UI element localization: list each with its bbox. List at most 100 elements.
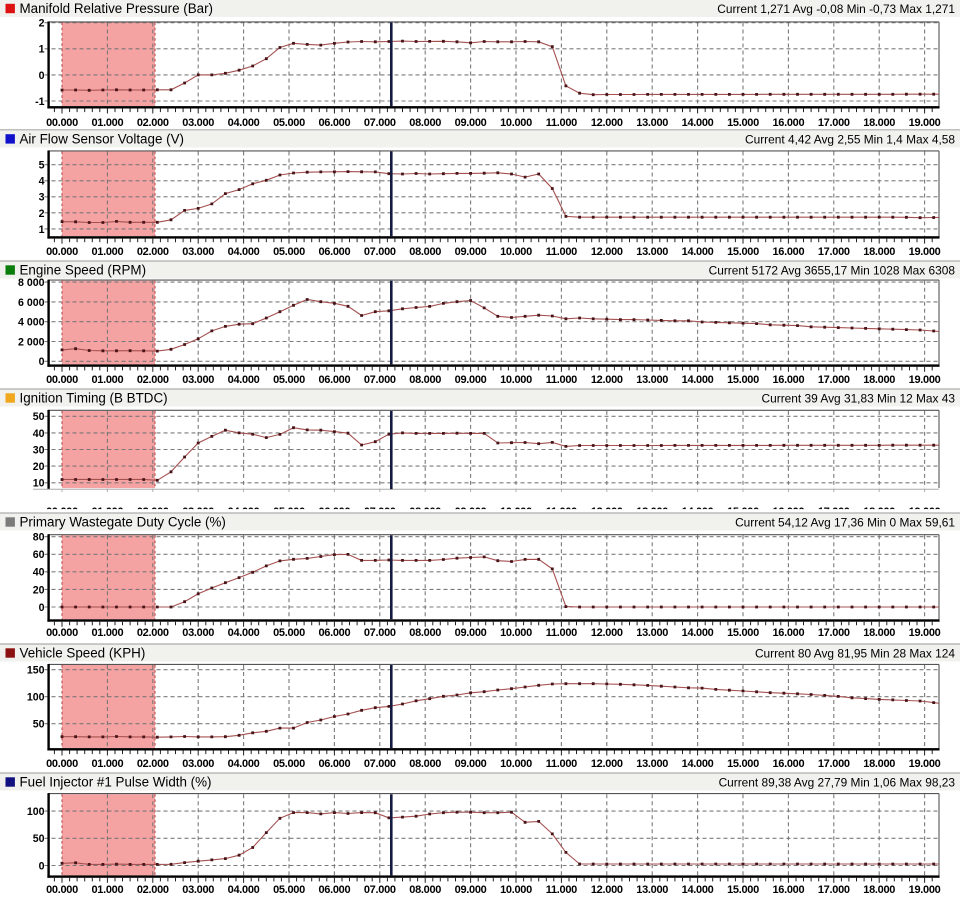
svg-text:03.000: 03.000 <box>182 758 214 770</box>
svg-text:Current 39 Avg 31,83 Min 12 Ma: Current 39 Avg 31,83 Min 12 Max 43 <box>762 392 956 406</box>
svg-text:17.000: 17.000 <box>818 506 850 518</box>
svg-text:10.000: 10.000 <box>500 246 532 258</box>
svg-text:06.000: 06.000 <box>318 374 350 386</box>
svg-text:05.000: 05.000 <box>273 758 305 770</box>
svg-text:08.000: 08.000 <box>409 374 441 386</box>
svg-text:Current 5172 Avg 3655,17 Min 1: Current 5172 Avg 3655,17 Min 1028 Max 63… <box>709 264 956 278</box>
svg-text:Fuel Injector #1 Pulse Width (: Fuel Injector #1 Pulse Width (%) <box>20 775 212 790</box>
svg-text:05.000: 05.000 <box>273 506 305 518</box>
svg-text:00.000: 00.000 <box>46 117 78 129</box>
svg-text:01.000: 01.000 <box>91 246 123 258</box>
svg-text:07.000: 07.000 <box>364 506 396 518</box>
svg-text:4 000: 4 000 <box>18 317 45 329</box>
svg-text:12.000: 12.000 <box>591 627 623 639</box>
svg-text:08.000: 08.000 <box>409 758 441 770</box>
svg-text:17.000: 17.000 <box>818 246 850 258</box>
svg-text:-1: -1 <box>35 96 45 108</box>
svg-text:13.000: 13.000 <box>636 884 668 896</box>
svg-text:12.000: 12.000 <box>591 506 623 518</box>
svg-text:00.000: 00.000 <box>46 246 78 258</box>
svg-text:18.000: 18.000 <box>863 374 895 386</box>
svg-text:13.000: 13.000 <box>636 627 668 639</box>
svg-text:19.000: 19.000 <box>909 246 941 258</box>
svg-text:11.000: 11.000 <box>546 884 577 896</box>
svg-text:Air Flow Sensor Voltage (V): Air Flow Sensor Voltage (V) <box>20 131 184 146</box>
svg-text:16.000: 16.000 <box>772 758 804 770</box>
svg-text:50: 50 <box>33 833 45 845</box>
svg-text:06.000: 06.000 <box>318 246 350 258</box>
svg-text:03.000: 03.000 <box>182 627 214 639</box>
svg-text:50: 50 <box>33 719 45 731</box>
svg-text:07.000: 07.000 <box>364 246 396 258</box>
svg-text:11.000: 11.000 <box>546 627 577 639</box>
svg-text:02.000: 02.000 <box>137 506 169 518</box>
svg-text:20: 20 <box>33 584 45 596</box>
svg-text:17.000: 17.000 <box>818 627 850 639</box>
svg-text:03.000: 03.000 <box>182 246 214 258</box>
svg-text:00.000: 00.000 <box>46 884 78 896</box>
svg-text:07.000: 07.000 <box>364 627 396 639</box>
svg-text:18.000: 18.000 <box>863 506 895 518</box>
svg-text:08.000: 08.000 <box>409 884 441 896</box>
svg-text:02.000: 02.000 <box>137 884 169 896</box>
svg-text:11.000: 11.000 <box>546 506 577 518</box>
svg-text:8 000: 8 000 <box>18 277 45 289</box>
svg-text:Current 1,271 Avg -0,08 Min -0: Current 1,271 Avg -0,08 Min -0,73 Max 1,… <box>717 2 955 16</box>
svg-text:15.000: 15.000 <box>727 117 759 129</box>
svg-text:5: 5 <box>39 160 45 172</box>
svg-text:09.000: 09.000 <box>455 627 487 639</box>
svg-text:11.000: 11.000 <box>546 246 577 258</box>
svg-text:01.000: 01.000 <box>91 117 123 129</box>
svg-text:0: 0 <box>39 860 45 872</box>
svg-text:12.000: 12.000 <box>591 374 623 386</box>
svg-text:00.000: 00.000 <box>46 758 78 770</box>
svg-text:14.000: 14.000 <box>682 506 714 518</box>
svg-text:04.000: 04.000 <box>228 627 260 639</box>
svg-text:Engine Speed (RPM): Engine Speed (RPM) <box>20 263 147 278</box>
svg-text:Primary Wastegate Duty Cycle (: Primary Wastegate Duty Cycle (%) <box>20 515 226 530</box>
svg-text:04.000: 04.000 <box>228 506 260 518</box>
svg-text:13.000: 13.000 <box>636 246 668 258</box>
svg-text:18.000: 18.000 <box>863 758 895 770</box>
svg-text:11.000: 11.000 <box>546 374 577 386</box>
svg-text:19.000: 19.000 <box>909 884 941 896</box>
svg-text:19.000: 19.000 <box>909 117 941 129</box>
svg-text:2: 2 <box>39 18 45 30</box>
svg-text:04.000: 04.000 <box>228 884 260 896</box>
svg-text:07.000: 07.000 <box>364 117 396 129</box>
svg-text:12.000: 12.000 <box>591 246 623 258</box>
svg-text:06.000: 06.000 <box>318 117 350 129</box>
svg-text:00.000: 00.000 <box>46 506 78 518</box>
svg-text:09.000: 09.000 <box>455 374 487 386</box>
svg-text:02.000: 02.000 <box>137 246 169 258</box>
svg-text:2: 2 <box>39 208 45 220</box>
svg-text:09.000: 09.000 <box>455 246 487 258</box>
svg-text:Manifold Relative Pressure (Ba: Manifold Relative Pressure (Bar) <box>20 1 214 16</box>
svg-text:01.000: 01.000 <box>91 627 123 639</box>
svg-text:06.000: 06.000 <box>318 506 350 518</box>
svg-text:10.000: 10.000 <box>500 627 532 639</box>
svg-text:30: 30 <box>33 444 45 456</box>
svg-text:08.000: 08.000 <box>409 117 441 129</box>
svg-text:18.000: 18.000 <box>863 246 895 258</box>
svg-text:13.000: 13.000 <box>636 117 668 129</box>
svg-text:15.000: 15.000 <box>727 374 759 386</box>
svg-text:00.000: 00.000 <box>46 627 78 639</box>
svg-text:17.000: 17.000 <box>818 758 850 770</box>
svg-text:Current 89,38 Avg 27,79 Min 1,: Current 89,38 Avg 27,79 Min 1,06 Max 98,… <box>719 776 956 790</box>
svg-text:00.000: 00.000 <box>46 374 78 386</box>
svg-text:04.000: 04.000 <box>228 246 260 258</box>
svg-text:17.000: 17.000 <box>818 884 850 896</box>
svg-text:04.000: 04.000 <box>228 374 260 386</box>
svg-text:03.000: 03.000 <box>182 506 214 518</box>
svg-text:11.000: 11.000 <box>546 758 577 770</box>
svg-text:15.000: 15.000 <box>727 884 759 896</box>
svg-text:4: 4 <box>39 176 45 188</box>
svg-text:01.000: 01.000 <box>91 758 123 770</box>
svg-text:0: 0 <box>39 602 45 614</box>
svg-text:100: 100 <box>27 806 45 818</box>
svg-text:10.000: 10.000 <box>500 506 532 518</box>
svg-text:07.000: 07.000 <box>364 884 396 896</box>
svg-text:16.000: 16.000 <box>772 884 804 896</box>
svg-text:10.000: 10.000 <box>500 884 532 896</box>
